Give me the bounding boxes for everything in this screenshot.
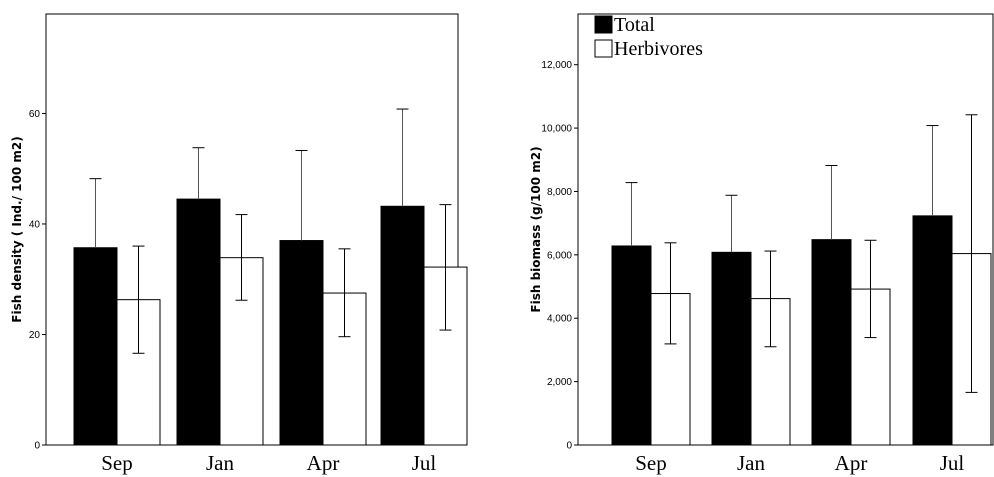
legend-swatch	[594, 39, 613, 58]
x-category-label: Sep	[635, 451, 667, 475]
chart-panel-2: 0 2,000 4,000 6,000 8,000 10,000 12,000 Fish bi…	[529, 13, 994, 475]
y-tick-label: 20	[29, 330, 41, 341]
bar-total-jul	[912, 215, 953, 446]
x-category-label: Jul	[412, 451, 437, 475]
y-tick-label: 12,000	[541, 60, 572, 71]
x-category-label: Jan	[206, 451, 234, 475]
y-tick-label: 2,000	[547, 377, 572, 388]
bar-total-apr	[279, 240, 324, 446]
bar-total-jan	[711, 251, 752, 446]
x-category-label: Apr	[835, 451, 868, 475]
y-tick-label: 4,000	[547, 314, 572, 325]
bar-total-apr	[811, 239, 852, 446]
y-tick-label: 0	[566, 441, 572, 452]
x-category-label: Jan	[737, 451, 765, 475]
bar-total-jul	[380, 205, 425, 446]
y-tick-label: 6,000	[547, 250, 572, 261]
y-axis-label: Fish biomass (g/100 m2)	[529, 146, 543, 312]
x-category-label: Apr	[307, 451, 340, 475]
bar-total-sep	[611, 245, 652, 446]
chart-panel-1: 0 20 40 60 Fish density ( Ind./ 100 m2) Sep Ja…	[10, 13, 468, 475]
x-category-label: Sep	[101, 451, 133, 475]
legend-label: Total	[614, 14, 655, 36]
x-category-label: Jul	[940, 451, 965, 475]
y-tick-label: 40	[29, 219, 41, 230]
y-tick-label: 10,000	[541, 124, 572, 135]
bar-total-jan	[176, 198, 221, 446]
y-tick-label: 60	[29, 109, 41, 120]
y-axis-label: Fish density ( Ind./ 100 m2)	[10, 136, 24, 322]
legend-swatch	[594, 15, 613, 34]
bar-total-sep	[73, 247, 118, 446]
y-tick-label: 0	[34, 441, 40, 452]
y-tick-label: 8,000	[547, 187, 572, 198]
legend-label: Herbivores	[614, 38, 703, 60]
